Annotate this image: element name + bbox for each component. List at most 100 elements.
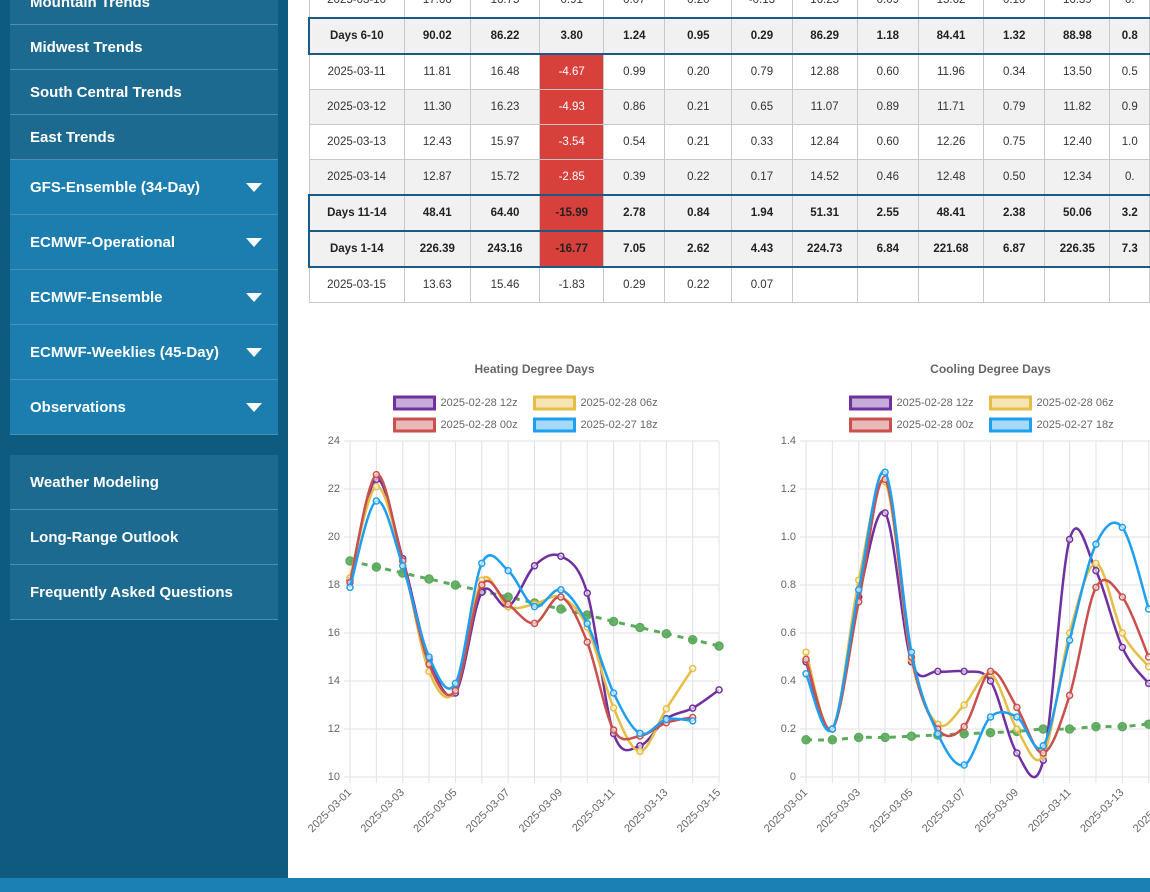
nav-item[interactable]: Long-Range Outlook: [10, 510, 278, 565]
data-table: 2025-03-10 17.66 16.75 0.91 0.07 0.20 -0.13 16.…: [307, 0, 1150, 303]
nav-item[interactable]: South Central Trends: [10, 70, 278, 115]
x-tick-label: 2025-03-11: [1026, 787, 1074, 835]
table-cell: 0.22: [664, 266, 733, 303]
data-point: [828, 725, 837, 733]
series-line: [804, 478, 1150, 762]
x-tick-label: 2025-03-03: [359, 787, 407, 835]
data-point: [609, 704, 618, 712]
data-point: [906, 731, 917, 741]
table-cell: 0.8: [1109, 17, 1150, 55]
y-tick-label: 0.2: [781, 723, 796, 735]
data-point: [960, 701, 968, 709]
dropdown-arrow: [246, 348, 262, 357]
table-cell: 0.21: [664, 89, 733, 125]
nav-item[interactable]: Midwest Trends: [10, 25, 278, 70]
data-point: [827, 735, 838, 745]
table-cell: 2025-03-12: [308, 89, 405, 125]
data-point: [1092, 540, 1100, 548]
table-cell: 86.22: [469, 17, 541, 55]
data-point: [661, 628, 672, 639]
nav-item[interactable]: ECMWF-Ensemble: [10, 270, 278, 325]
legend-swatch: [533, 395, 577, 411]
data-point: [609, 726, 618, 734]
data-point: [1065, 636, 1074, 644]
y-tick-label: 20: [328, 531, 340, 543]
nav-item[interactable]: Weather Modeling: [10, 455, 278, 510]
data-point: [1144, 662, 1150, 671]
table-cell: 0.75: [983, 124, 1046, 160]
table-cell: 11.71: [917, 89, 985, 125]
table-cell: 90.02: [403, 17, 471, 55]
table-cell: 16.48: [469, 53, 541, 90]
table-row: 2025-03-14 12.87 15.72 -2.85 0.39 0.22 0.17 14.…: [308, 159, 1150, 196]
table-cell: 15.72: [469, 159, 541, 196]
table-cell: 0.34: [983, 53, 1046, 90]
table-cell: 3.80: [539, 17, 605, 55]
legend-label: 2025-02-27 18z: [1037, 419, 1114, 431]
legend-swatch: [533, 417, 577, 433]
x-tick-label: 2025-03-07: [464, 787, 512, 835]
table-cell: -4.93: [539, 89, 605, 125]
table-cell: 0.33: [731, 124, 793, 160]
table-cell: 48.41: [403, 194, 471, 232]
data-point: [687, 634, 698, 645]
table-cell: 3.2: [1109, 194, 1150, 232]
data-point: [1013, 703, 1021, 712]
table-cell: 16.25: [791, 0, 858, 19]
x-tick-label: 2025-03-01: [762, 787, 810, 835]
nav-item[interactable]: ECMWF-Weeklies (45-Day): [10, 325, 278, 380]
series-line: [349, 559, 720, 648]
table-cell: 15.62: [917, 0, 985, 19]
nav-item[interactable]: GFS-Ensemble (34-Day): [10, 160, 278, 215]
data-point: [854, 586, 863, 594]
table-cell: 0.29: [603, 266, 666, 303]
table-cell: 0.17: [731, 159, 793, 196]
data-point: [1118, 643, 1127, 652]
table-cell: 13.50: [1044, 53, 1111, 90]
table-cell: 1.0: [1109, 124, 1150, 160]
table-cell: Days 1-14: [307, 230, 405, 268]
nav-item[interactable]: ECMWF-Operational: [10, 215, 278, 270]
series-line: [804, 470, 1150, 767]
nav-item[interactable]: Observations: [10, 380, 278, 435]
table-cell: 11.96: [917, 53, 985, 90]
chart-title: Cooling Degree Days: [930, 362, 1051, 376]
table-cell: 2.78: [603, 194, 666, 232]
table-cell: 12.48: [917, 159, 985, 196]
nav-item[interactable]: East Trends: [10, 115, 278, 160]
nav-item[interactable]: Frequently Asked Questions: [10, 565, 278, 620]
data-point: [688, 664, 697, 673]
table-cell: 11.07: [791, 89, 858, 125]
data-point: [880, 732, 890, 743]
data-point: [371, 562, 382, 572]
data-point: [1143, 719, 1150, 729]
data-point: [986, 677, 995, 685]
x-tick-label: 2025-03-15: [675, 787, 723, 835]
y-tick-label: 12: [328, 723, 340, 735]
table-row: 2025-03-11 11.81 16.48 -4.67 0.99 0.20 0.79 12.…: [308, 53, 1150, 90]
table-row: 2025-03-10 17.66 16.75 0.91 0.07 0.20 -0.13 16.…: [308, 0, 1150, 19]
table-cell: 11.81: [403, 53, 471, 90]
table-cell: 1.18: [856, 17, 919, 55]
data-point: [1118, 593, 1127, 601]
data-point: [451, 686, 460, 695]
table-cell: 0.79: [983, 89, 1046, 125]
data-point: [985, 727, 996, 738]
data-point: [1117, 721, 1128, 732]
table-cell: -3.54: [539, 124, 605, 160]
data-point: [714, 641, 724, 651]
table-cell: 12.26: [917, 124, 985, 160]
data-point: [1092, 566, 1100, 575]
data-point: [583, 619, 591, 628]
nav-item[interactable]: Mountain Trends: [10, 0, 278, 25]
data-point: [1039, 749, 1047, 757]
table-cell: 0.54: [603, 124, 666, 160]
nav-label: South Central Trends: [30, 83, 182, 101]
table-cell: Days 6-10: [307, 17, 405, 55]
table-cell: 15.97: [469, 124, 541, 160]
data-point: [802, 655, 810, 664]
y-tick-label: 14: [328, 675, 340, 687]
table-cell: -0.13: [731, 0, 793, 19]
table-cell: 0.29: [731, 17, 793, 55]
